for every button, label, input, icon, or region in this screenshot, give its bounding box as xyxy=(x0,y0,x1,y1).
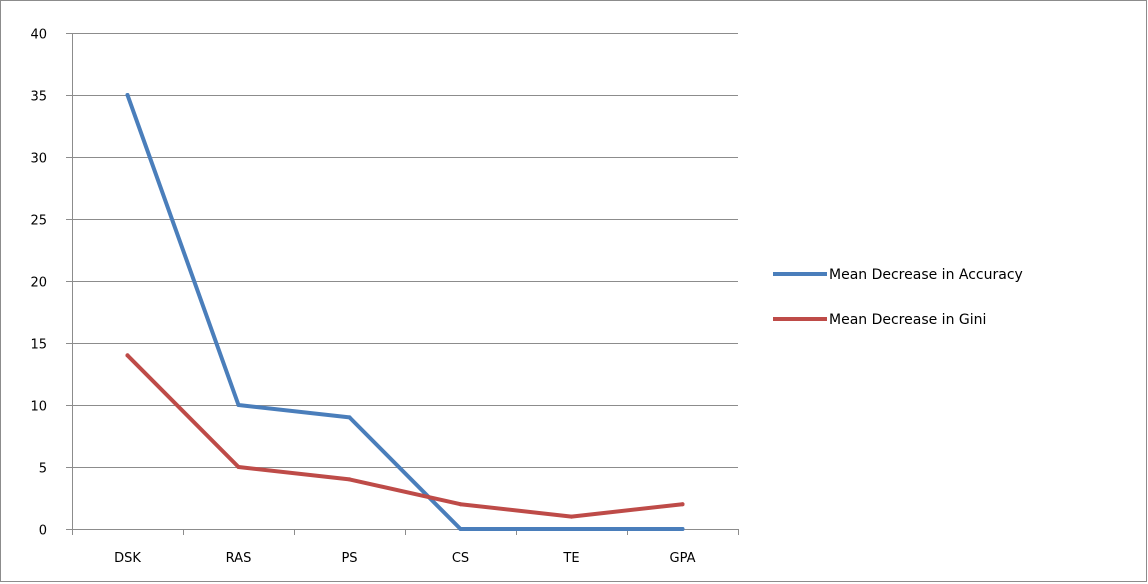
y-tick-label: 20 xyxy=(30,276,47,291)
data-point xyxy=(125,353,130,358)
axes xyxy=(66,33,739,535)
x-tick-label: CS xyxy=(452,551,469,566)
y-tick-label: 35 xyxy=(30,90,47,105)
x-tick-label: GPA xyxy=(670,551,696,566)
x-tick-label: PS xyxy=(341,551,357,566)
data-point xyxy=(236,403,241,407)
y-tick-label: 30 xyxy=(30,152,47,167)
data-point xyxy=(458,502,463,507)
y-tick-label: 15 xyxy=(30,338,47,353)
data-point xyxy=(347,477,352,482)
y-tick-label: 40 xyxy=(30,28,47,43)
y-tick-label: 0 xyxy=(39,524,47,539)
data-point xyxy=(569,527,574,531)
legend: Mean Decrease in Accuracy Mean Decrease i… xyxy=(773,267,1023,328)
data-point xyxy=(458,527,463,531)
x-tick-label: TE xyxy=(562,551,579,566)
series-lines xyxy=(125,93,685,531)
series-line-1 xyxy=(125,93,685,531)
x-tick-label: DSK xyxy=(114,551,141,566)
data-point xyxy=(569,514,574,519)
series-line-2 xyxy=(125,353,685,519)
y-tick-label: 5 xyxy=(39,462,47,477)
legend-label-2: Mean Decrease in Gini xyxy=(829,312,986,328)
gridlines xyxy=(72,33,738,468)
data-point xyxy=(680,502,685,507)
x-tick-labels: DSK RAS PS CS TE GPA xyxy=(114,551,695,566)
data-point xyxy=(125,93,130,97)
y-tick-labels: 0 5 10 15 20 25 30 35 40 xyxy=(30,28,47,539)
data-point xyxy=(347,415,352,420)
data-point xyxy=(236,465,241,469)
legend-label-1: Mean Decrease in Accuracy xyxy=(829,267,1023,283)
x-tick-label: RAS xyxy=(226,551,252,566)
y-tick-label: 10 xyxy=(30,400,47,415)
y-tick-label: 25 xyxy=(30,214,47,229)
data-point xyxy=(680,527,685,531)
